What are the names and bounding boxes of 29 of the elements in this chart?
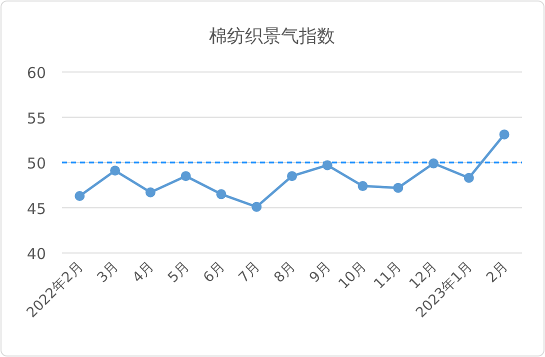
point — [499, 129, 510, 140]
point — [322, 160, 332, 170]
x-tick-label: 5月 — [165, 258, 193, 286]
x-tick-label: 10月 — [336, 258, 370, 292]
point — [216, 189, 226, 200]
x-tick-label: 2月 — [484, 258, 512, 286]
point — [74, 190, 85, 201]
point — [145, 187, 156, 198]
point — [110, 166, 120, 176]
point — [180, 171, 191, 182]
chart-title: 棉纺织景气指数 — [209, 26, 335, 47]
y-tick-label: 60 — [26, 64, 46, 82]
x-tick-label: 4月 — [130, 258, 158, 286]
x-tick-label: 6月 — [200, 258, 228, 286]
x-tick-label: 11月 — [371, 258, 405, 292]
x-tick-label: 8月 — [271, 258, 299, 286]
point — [464, 172, 474, 183]
x-tick-label: 3月 — [94, 258, 122, 286]
y-tick-label: 55 — [26, 109, 46, 128]
y-tick-label: 45 — [26, 200, 46, 218]
point — [358, 181, 368, 192]
point — [428, 158, 439, 168]
y-tick-label: 50 — [26, 154, 46, 172]
point — [287, 171, 297, 182]
x-tick-label: 9月 — [306, 258, 334, 286]
point — [252, 202, 262, 212]
point — [393, 182, 404, 193]
y-tick-label: 40 — [26, 245, 46, 263]
x-tick-label: 7月 — [236, 258, 264, 286]
